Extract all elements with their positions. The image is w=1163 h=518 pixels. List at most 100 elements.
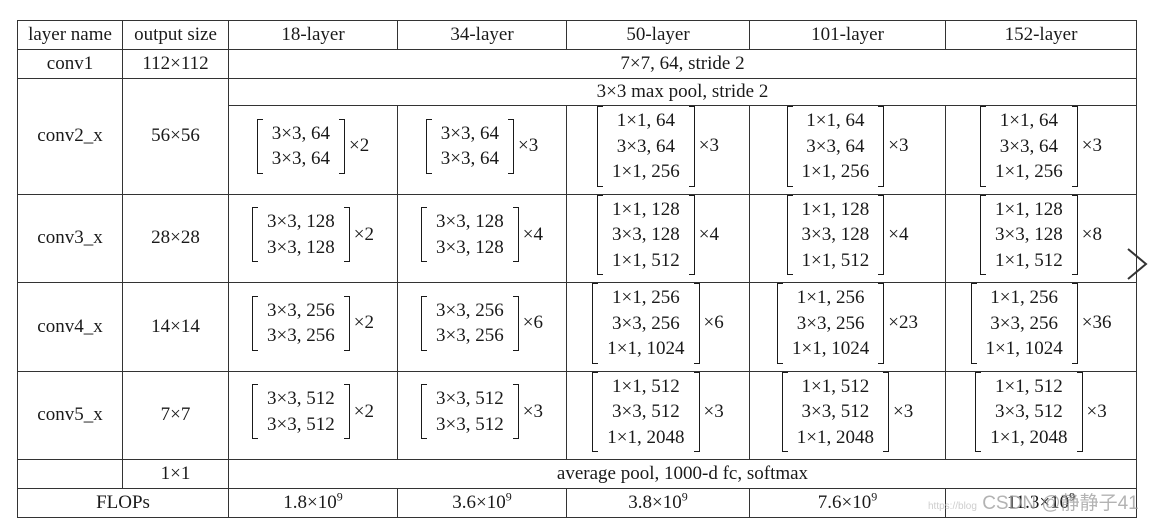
- chevron-right-icon[interactable]: [1119, 246, 1155, 282]
- bracket-block: 1×1, 512 3×3, 512 1×1, 2048 ×3: [975, 371, 1107, 452]
- flops-row: FLOPs 1.8×109 3.6×109 3.8×109 7.6×109 11.3×1…: [17, 488, 1137, 518]
- repeat-count: ×2: [349, 135, 370, 157]
- layer-name: conv4_x: [17, 282, 123, 372]
- header-cell: 101-layer: [749, 20, 946, 50]
- block-line: 3×3, 512: [436, 413, 504, 435]
- block-lines: 1×1, 256 3×3, 256 1×1, 1024: [783, 283, 878, 364]
- repeat-count: ×3: [698, 135, 719, 157]
- flops-value: 3.8×109: [566, 488, 750, 518]
- bracket-matrix: 3×3, 64 3×3, 64: [256, 118, 345, 174]
- block-lines: 1×1, 128 3×3, 128 1×1, 512: [793, 195, 879, 276]
- bracket-matrix: 3×3, 128 3×3, 128: [421, 207, 519, 263]
- block-lines: 1×1, 256 3×3, 256 1×1, 1024: [598, 283, 693, 364]
- block-lines: 3×3, 64 3×3, 64: [263, 119, 339, 174]
- block-line: 3×3, 128: [436, 236, 504, 258]
- header-cell: 50-layer: [566, 20, 750, 50]
- right-bracket: [688, 194, 695, 275]
- watermark-url: https://blog: [928, 501, 977, 512]
- block-line: 1×1, 256: [995, 161, 1063, 182]
- repeat-count: ×3: [893, 400, 914, 422]
- block-line: 3×3, 256: [436, 299, 504, 321]
- repeat-count: ×2: [353, 223, 374, 245]
- bracket-matrix: 1×1, 64 3×3, 64 1×1, 256: [597, 106, 695, 187]
- block-line: 1×1, 2048: [796, 426, 874, 448]
- right-bracket: [883, 371, 889, 452]
- final-spec: average pool, 1000-d fc, softmax: [228, 459, 1137, 489]
- left-bracket: [597, 194, 604, 275]
- block-line: 3×3, 128: [267, 211, 335, 233]
- left-bracket: [421, 295, 428, 351]
- bracket-block: 3×3, 512 3×3, 512 ×2: [252, 384, 374, 440]
- header-cell: layer name: [17, 20, 123, 50]
- bracket-block: 1×1, 128 3×3, 128 1×1, 512 ×4: [597, 194, 719, 276]
- bracket-block: 3×3, 256 3×3, 256 ×2: [252, 295, 374, 351]
- block-line: 1×1, 128: [612, 198, 680, 220]
- flops-exponent: 9: [336, 489, 343, 504]
- header-cell: 152-layer: [945, 20, 1137, 50]
- output-size: 1×1: [122, 459, 229, 489]
- right-bracket: [343, 295, 350, 351]
- block-cell: 1×1, 256 3×3, 256 1×1, 1024 ×36: [945, 282, 1137, 372]
- right-bracket: [512, 295, 519, 351]
- bracket-matrix: 1×1, 128 3×3, 128 1×1, 512: [786, 194, 885, 276]
- repeat-count: ×3: [888, 135, 909, 157]
- conv2-block-row: 3×3, 64 3×3, 64 ×2 3×3, 64 3×3, 64 ×3 1×1, 64 3…: [18, 105, 1137, 195]
- block-line: 3×3, 256: [990, 312, 1058, 334]
- right-bracket: [1071, 194, 1078, 275]
- flops-label: FLOPs: [17, 488, 229, 518]
- flops-mantissa: 3.8×10: [628, 492, 682, 513]
- left-bracket: [970, 283, 977, 364]
- block-lines: 3×3, 256 3×3, 256: [258, 296, 344, 351]
- resnet-architecture-table: layer name output size 18-layer 34-layer…: [17, 20, 1137, 518]
- block-lines: 1×1, 512 3×3, 512 1×1, 2048: [788, 372, 883, 453]
- repeat-count: ×3: [1086, 400, 1107, 422]
- repeat-count: ×2: [353, 312, 374, 334]
- block-lines: 3×3, 256 3×3, 256: [427, 296, 513, 351]
- left-bracket: [425, 118, 432, 174]
- repeat-count: ×3: [703, 400, 724, 422]
- repeat-count: ×3: [1081, 135, 1102, 157]
- block-cell: 3×3, 512 3×3, 512 ×2: [228, 370, 398, 460]
- block-line: 1×1, 128: [995, 198, 1063, 220]
- block-line: 1×1, 1024: [985, 338, 1063, 359]
- block-line: 3×3, 64: [271, 148, 330, 170]
- repeat-count: ×3: [522, 400, 543, 422]
- block-line: 1×1, 256: [612, 161, 680, 182]
- block-cell: 3×3, 128 3×3, 128 ×4: [397, 193, 567, 283]
- block-lines: 1×1, 256 3×3, 256 1×1, 1024: [977, 283, 1072, 364]
- left-bracket: [597, 106, 604, 187]
- bracket-matrix: 1×1, 512 3×3, 512 1×1, 2048: [781, 371, 889, 453]
- block-cell: 3×3, 128 3×3, 128 ×2: [228, 193, 398, 283]
- repeat-count: ×2: [353, 400, 374, 422]
- bracket-matrix: 1×1, 64 3×3, 64 1×1, 256: [980, 106, 1078, 187]
- bracket-block: 1×1, 128 3×3, 128 1×1, 512 ×8: [980, 194, 1102, 275]
- flops-value: 3.6×109: [397, 488, 567, 518]
- bracket-block: 1×1, 64 3×3, 64 1×1, 256 ×3: [980, 106, 1102, 187]
- bracket-block: 3×3, 64 3×3, 64 ×2: [256, 118, 370, 174]
- block-cell: 3×3, 64 3×3, 64 ×2: [228, 105, 398, 195]
- left-bracket: [592, 371, 599, 452]
- repeat-count: ×23: [888, 312, 918, 334]
- bracket-block: 1×1, 256 3×3, 256 1×1, 1024 ×23: [777, 283, 918, 364]
- block-lines: 3×3, 64 3×3, 64: [432, 119, 508, 174]
- flops-mantissa: 7.6×10: [817, 492, 872, 513]
- left-bracket: [781, 371, 788, 452]
- block-line: 1×1, 512: [612, 375, 680, 397]
- right-bracket: [508, 118, 514, 174]
- right-bracket: [693, 371, 700, 452]
- block-line: 3×3, 64: [440, 148, 499, 170]
- conv2-pool-row: conv2_x 56×56 3×3 max pool, stride 2: [17, 78, 1137, 195]
- right-bracket: [878, 106, 885, 187]
- block-line: 3×3, 128: [995, 224, 1063, 245]
- block-cell: 3×3, 256 3×3, 256 ×6: [397, 282, 567, 372]
- block-line: 1×1, 512: [801, 249, 870, 271]
- block-line: 3×3, 512: [267, 388, 335, 410]
- block-lines: 1×1, 128 3×3, 128 1×1, 512: [603, 195, 689, 276]
- block-line: 3×3, 512: [267, 413, 335, 435]
- bracket-matrix: 3×3, 256 3×3, 256: [421, 295, 519, 351]
- conv1-row: conv1 112×112 7×7, 64, stride 2: [17, 49, 1137, 79]
- bracket-matrix: 1×1, 512 3×3, 512 1×1, 2048: [592, 371, 700, 452]
- repeat-count: ×4: [888, 223, 909, 245]
- right-bracket: [688, 106, 695, 187]
- header-row: layer name output size 18-layer 34-layer…: [17, 20, 1137, 50]
